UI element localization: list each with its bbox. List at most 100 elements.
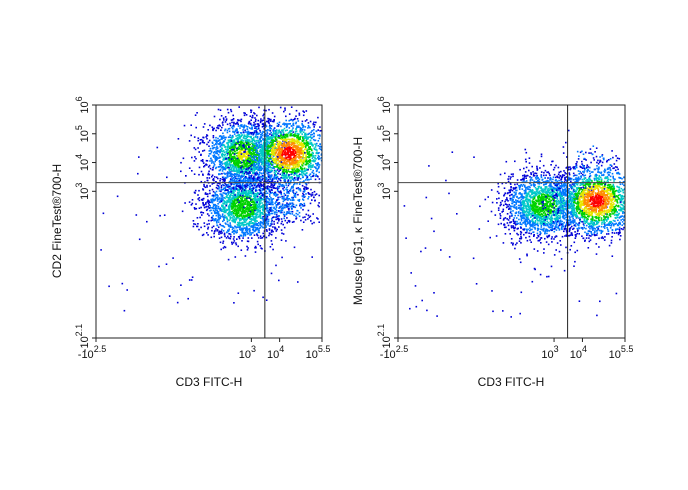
event-dot (314, 157, 316, 160)
event-dot (278, 160, 281, 163)
event-dot (236, 131, 238, 134)
event-dot (213, 194, 215, 197)
event-dot (253, 162, 256, 165)
event-dot (261, 179, 263, 181)
event-dot (194, 156, 196, 158)
event-dot (222, 208, 225, 210)
event-dot (220, 164, 223, 167)
event-dot (287, 170, 290, 172)
event-dot (205, 136, 207, 138)
event-dot (307, 122, 310, 124)
event-dot (281, 156, 283, 158)
event-dot (211, 206, 214, 209)
event-dot (226, 200, 229, 203)
event-dot (230, 166, 232, 168)
event-dot (197, 139, 199, 142)
event-dot (303, 194, 305, 196)
event-dot (234, 182, 236, 185)
event-dot (280, 218, 283, 220)
event-dot (297, 170, 299, 173)
event-dot (253, 112, 255, 114)
event-dot (309, 120, 312, 123)
event-dot (248, 147, 250, 150)
event-dot (177, 138, 180, 140)
event-dot (247, 180, 249, 182)
event-dot (198, 166, 201, 169)
event-dot (274, 226, 276, 229)
event-dot (217, 205, 220, 208)
event-dot (240, 132, 243, 134)
event-dot (236, 160, 238, 163)
event-dot (287, 167, 289, 170)
event-dot (267, 166, 270, 169)
event-dot (216, 147, 219, 150)
event-dot (208, 207, 211, 209)
event-dot (301, 171, 303, 174)
event-dot (249, 148, 252, 150)
event-dot (224, 178, 226, 180)
event-dot (260, 151, 262, 154)
event-dot (251, 189, 254, 191)
event-dot (305, 154, 307, 156)
event-dot (227, 214, 230, 217)
event-dot (265, 226, 267, 228)
event-dot (227, 189, 229, 192)
event-dot (218, 214, 220, 216)
event-dot (239, 182, 241, 185)
event-dot (235, 168, 238, 171)
event-dot (239, 184, 242, 186)
event-dot (262, 218, 265, 221)
event-dot (266, 132, 269, 135)
event-dot (237, 119, 239, 121)
event-dot (216, 200, 219, 202)
event-dot (251, 172, 254, 174)
event-dot (298, 153, 301, 156)
event-dot (273, 220, 275, 223)
event-dot (272, 139, 274, 142)
event-dot (233, 169, 235, 171)
event-dot (234, 220, 236, 222)
event-dot (277, 153, 279, 155)
event-dot (239, 217, 242, 220)
event-dot (220, 248, 222, 251)
event-dot (255, 142, 257, 145)
event-dot (286, 144, 288, 146)
event-dot (216, 212, 219, 215)
event-dot (222, 240, 225, 243)
event-dot (248, 121, 250, 123)
event-dot (219, 241, 222, 244)
event-dot (272, 134, 275, 137)
event-dot (236, 201, 238, 204)
event-dot (231, 169, 233, 171)
event-dot (243, 152, 246, 154)
event-dot (224, 121, 227, 123)
event-dot (306, 150, 309, 153)
event-dot (239, 187, 241, 189)
event-dot (252, 168, 254, 171)
event-dot (240, 139, 242, 141)
event-dot (235, 129, 238, 132)
event-dot (235, 182, 237, 185)
event-dot (246, 205, 248, 208)
event-dot (218, 135, 221, 138)
event-dot (212, 179, 214, 181)
event-dot (252, 203, 254, 206)
event-dot (310, 134, 312, 136)
event-dot (218, 198, 220, 201)
event-dot (243, 160, 246, 163)
event-dot (281, 142, 283, 145)
event-dot (211, 226, 213, 229)
event-dot (252, 167, 254, 170)
event-dot (267, 173, 270, 176)
event-dot (284, 148, 287, 150)
event-dot (315, 162, 317, 165)
event-dot (250, 146, 252, 149)
event-dot (232, 159, 234, 162)
event-dot (235, 232, 238, 234)
event-dot (291, 210, 294, 213)
event-dot (208, 170, 210, 173)
event-dot (249, 213, 252, 215)
event-dot (225, 161, 227, 164)
event-dot (291, 160, 293, 162)
event-dot (274, 177, 276, 179)
